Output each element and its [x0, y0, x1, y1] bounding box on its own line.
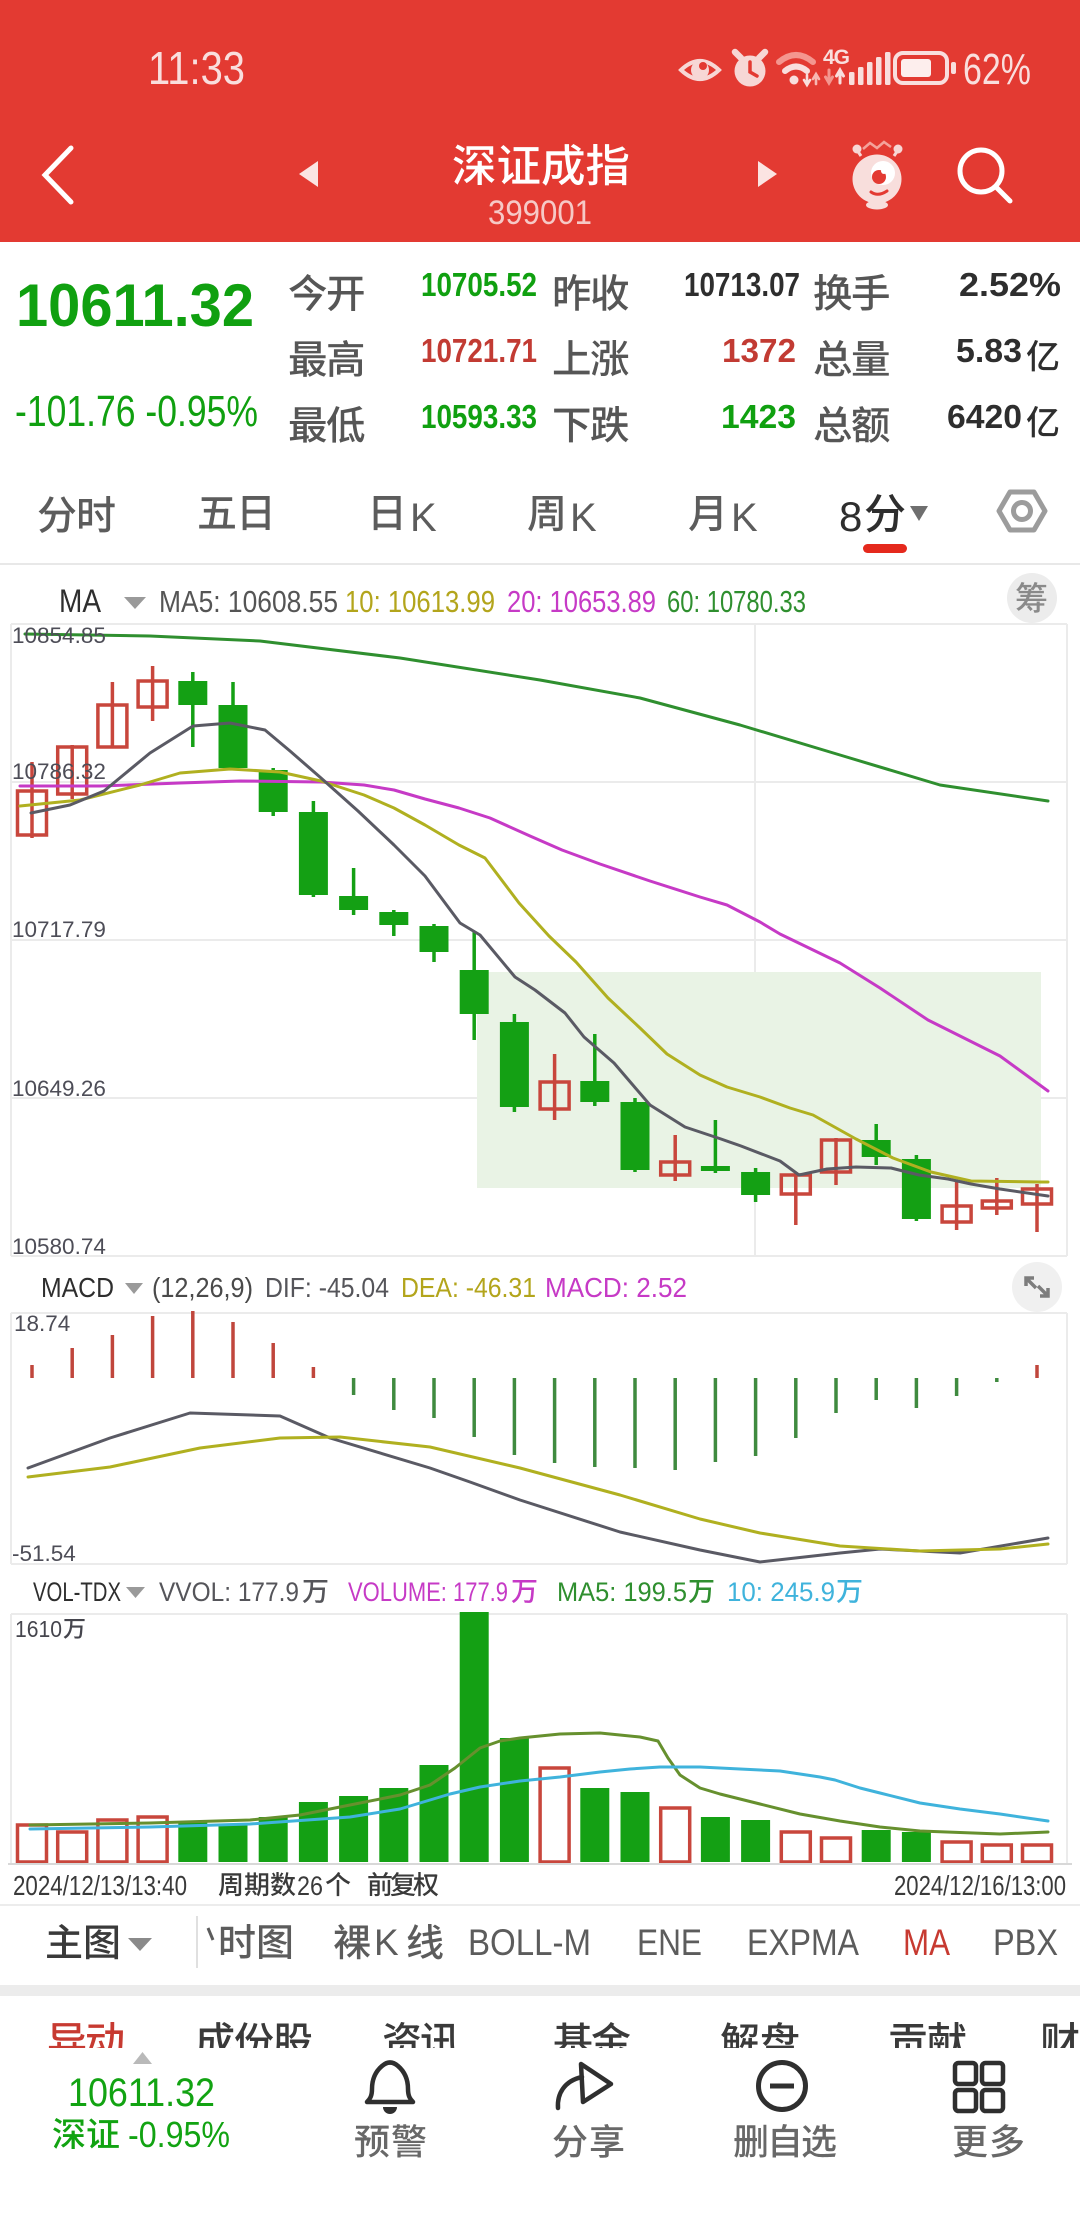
svg-text:-51.54: -51.54 — [12, 1541, 76, 1566]
svg-text:MA5: 10608.55: MA5: 10608.55 — [159, 584, 338, 619]
svg-text:18.74: 18.74 — [14, 1311, 70, 1336]
svg-text:K: K — [410, 496, 437, 540]
svg-text:10713.07: 10713.07 — [684, 266, 800, 303]
svg-text:5.83: 5.83 — [956, 332, 1022, 369]
svg-text:K: K — [374, 1922, 399, 1963]
svg-text:10649.26: 10649.26 — [12, 1076, 106, 1101]
svg-text:K: K — [570, 496, 597, 540]
svg-text:4G: 4G — [823, 46, 850, 69]
svg-text:10: 10613.99: 10: 10613.99 — [345, 584, 495, 619]
svg-text:MA5: 199.5: MA5: 199.5 — [557, 1577, 687, 1607]
svg-text:PBX: PBX — [993, 1922, 1058, 1963]
svg-text:DEA: -46.31: DEA: -46.31 — [401, 1272, 536, 1303]
svg-text:VVOL: 177.9: VVOL: 177.9 — [159, 1577, 299, 1607]
svg-text:11:33: 11:33 — [148, 42, 245, 94]
svg-text:10593.33: 10593.33 — [421, 398, 537, 435]
svg-text:2024/12/16/13:00: 2024/12/16/13:00 — [894, 1870, 1066, 1901]
svg-text:MACD: 2.52: MACD: 2.52 — [545, 1272, 687, 1303]
svg-text:6420: 6420 — [947, 398, 1022, 435]
svg-text:-101.76 -0.95%: -101.76 -0.95% — [15, 387, 258, 436]
svg-text:10721.71: 10721.71 — [421, 332, 537, 369]
svg-text:(12,26,9): (12,26,9) — [152, 1272, 253, 1303]
svg-text:10854.85: 10854.85 — [12, 623, 106, 648]
svg-text:10580.74: 10580.74 — [12, 1234, 106, 1259]
svg-text:BOLL-M: BOLL-M — [468, 1922, 591, 1963]
svg-text:8: 8 — [839, 493, 861, 540]
svg-text:MA: MA — [903, 1922, 950, 1963]
svg-text:10: 245.9: 10: 245.9 — [727, 1577, 835, 1607]
svg-text:10717.79: 10717.79 — [12, 917, 106, 942]
svg-text:DIF: -45.04: DIF: -45.04 — [265, 1272, 389, 1303]
svg-text:399001: 399001 — [488, 194, 592, 232]
svg-text:60: 10780.33: 60: 10780.33 — [667, 584, 806, 619]
svg-text:2.52%: 2.52% — [959, 266, 1061, 303]
svg-text:62%: 62% — [963, 45, 1031, 94]
svg-text:10705.52: 10705.52 — [421, 266, 537, 303]
svg-text:10611.32: 10611.32 — [16, 272, 254, 339]
svg-text:10611.32: 10611.32 — [68, 2071, 215, 2115]
svg-text:MA: MA — [59, 583, 102, 619]
svg-text:VOL-TDX: VOL-TDX — [33, 1577, 121, 1607]
svg-text:1610: 1610 — [15, 1616, 62, 1642]
svg-text:K: K — [731, 496, 758, 540]
svg-text:10786.32: 10786.32 — [12, 759, 106, 784]
svg-text:VOLUME: 177.9: VOLUME: 177.9 — [348, 1577, 508, 1607]
svg-text:2024/12/13/13:40: 2024/12/13/13:40 — [13, 1870, 187, 1901]
svg-text:-0.95%: -0.95% — [128, 2114, 230, 2155]
svg-text:1423: 1423 — [721, 398, 796, 435]
svg-text:EXPMA: EXPMA — [747, 1922, 859, 1963]
svg-text:26: 26 — [297, 1871, 323, 1901]
svg-text:ENE: ENE — [637, 1922, 702, 1963]
svg-text:MACD: MACD — [41, 1272, 114, 1303]
svg-text:20: 10653.89: 20: 10653.89 — [507, 584, 656, 619]
svg-text:1372: 1372 — [722, 332, 796, 369]
